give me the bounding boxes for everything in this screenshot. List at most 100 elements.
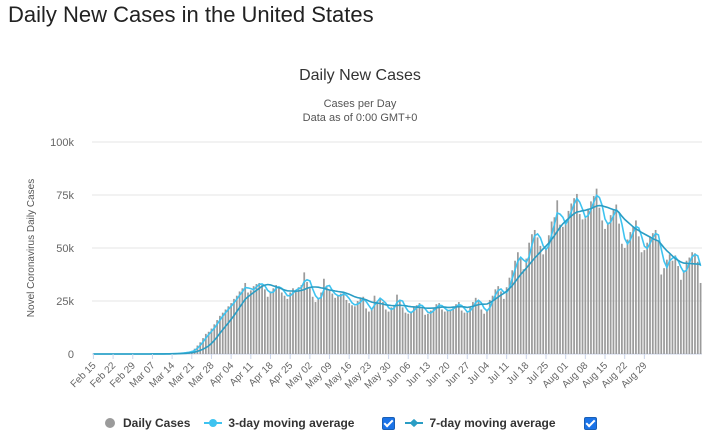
daily-bar xyxy=(356,301,359,354)
legend-3day-marker xyxy=(204,418,223,428)
daily-bar xyxy=(685,260,688,354)
daily-bar xyxy=(674,255,677,354)
daily-bar xyxy=(505,287,508,354)
daily-bar xyxy=(365,308,367,354)
page-title: Daily New Cases in the United States xyxy=(8,2,374,27)
daily-bar xyxy=(415,305,418,354)
daily-bar xyxy=(303,272,306,354)
daily-bar xyxy=(345,299,348,354)
legend-daily-dot xyxy=(105,418,115,428)
daily-bar xyxy=(331,293,334,354)
daily-bar xyxy=(294,290,297,354)
daily-bar xyxy=(432,308,435,354)
daily-bar xyxy=(264,289,266,354)
legend-3day-ma[interactable]: 3-day moving average xyxy=(204,416,354,430)
daily-bar xyxy=(219,315,221,354)
legend-daily-cases[interactable]: Daily Cases xyxy=(105,416,190,430)
checkbox-3day-ma[interactable] xyxy=(382,416,396,430)
daily-bar xyxy=(230,303,233,354)
series-line-3day-ma xyxy=(93,194,702,355)
daily-bar xyxy=(632,226,635,354)
daily-bar xyxy=(525,258,528,354)
daily-bar xyxy=(449,309,452,354)
daily-bar xyxy=(621,243,623,354)
legend-7day-ma[interactable]: 7-day moving average xyxy=(405,416,556,430)
daily-bar xyxy=(202,338,204,354)
daily-bar xyxy=(351,305,353,354)
daily-bar xyxy=(427,313,429,354)
daily-bar xyxy=(224,309,227,354)
daily-bar xyxy=(278,287,280,354)
legend-3day-label: 3-day moving average xyxy=(228,416,355,430)
daily-bar xyxy=(646,242,649,354)
daily-bar xyxy=(590,201,592,354)
daily-bar xyxy=(494,289,497,354)
daily-bar xyxy=(241,288,244,354)
daily-bar xyxy=(308,288,311,354)
daily-bar xyxy=(483,313,486,354)
y-tick-label: 75k xyxy=(56,190,74,202)
y-tick-label: 0 xyxy=(68,349,74,361)
daily-bar xyxy=(576,193,578,354)
daily-bar xyxy=(418,303,421,354)
daily-bar xyxy=(348,303,351,354)
daily-bar xyxy=(671,260,674,354)
daily-bar xyxy=(261,285,263,354)
legend-7day-marker xyxy=(405,418,424,428)
daily-bar xyxy=(339,293,342,354)
daily-bar xyxy=(235,295,238,354)
daily-bar xyxy=(280,292,283,354)
daily-bar xyxy=(688,257,691,354)
daily-bar xyxy=(317,297,320,354)
daily-bar xyxy=(682,270,685,354)
daily-bar xyxy=(511,270,514,354)
legend-daily-label: Daily Cases xyxy=(123,416,191,430)
daily-bar xyxy=(691,252,694,354)
daily-bar xyxy=(592,196,595,354)
daily-bar xyxy=(244,282,247,354)
daily-bar xyxy=(311,296,314,354)
daily-bar xyxy=(297,287,300,354)
daily-bar xyxy=(567,210,570,354)
daily-bar xyxy=(199,342,202,354)
daily-bar xyxy=(314,302,317,354)
daily-bar xyxy=(387,311,390,354)
daily-bar xyxy=(404,312,407,354)
series-line-7day-ma xyxy=(93,204,701,355)
y-axis-label: Novel Coronavirus Daily Cases xyxy=(26,179,37,317)
daily-bar xyxy=(429,310,432,354)
checkbox-7day-ma[interactable] xyxy=(583,416,597,430)
daily-bar xyxy=(517,252,519,354)
daily-bar xyxy=(320,292,322,354)
daily-bar xyxy=(474,297,477,354)
daily-bar xyxy=(438,303,441,354)
daily-bars xyxy=(151,188,702,355)
y-tick-label: 25k xyxy=(56,296,74,308)
daily-bar xyxy=(699,282,702,354)
daily-bar xyxy=(640,252,643,354)
daily-bar xyxy=(398,301,401,354)
daily-bar xyxy=(412,306,415,354)
daily-bar xyxy=(443,311,446,354)
daily-bar xyxy=(502,298,505,354)
daily-bar xyxy=(204,333,207,354)
daily-bar xyxy=(452,307,455,354)
chart-title: Daily New Cases xyxy=(299,67,421,84)
daily-bar xyxy=(553,217,556,354)
daily-bar xyxy=(635,220,637,354)
daily-bar xyxy=(247,292,249,354)
daily-bar xyxy=(266,296,269,354)
daily-bar xyxy=(665,259,668,354)
daily-bar xyxy=(384,309,387,354)
daily-bar xyxy=(328,290,331,354)
daily-bar xyxy=(536,237,539,354)
chart-subtitle-date: Data as of 0:00 GMT+0 xyxy=(303,112,418,124)
daily-bar xyxy=(581,219,584,354)
daily-bar xyxy=(306,281,308,354)
daily-bar xyxy=(660,274,663,354)
y-tick-label: 50k xyxy=(56,243,74,255)
daily-bar xyxy=(564,220,567,354)
daily-bar xyxy=(480,309,483,354)
daily-bar xyxy=(623,248,626,354)
